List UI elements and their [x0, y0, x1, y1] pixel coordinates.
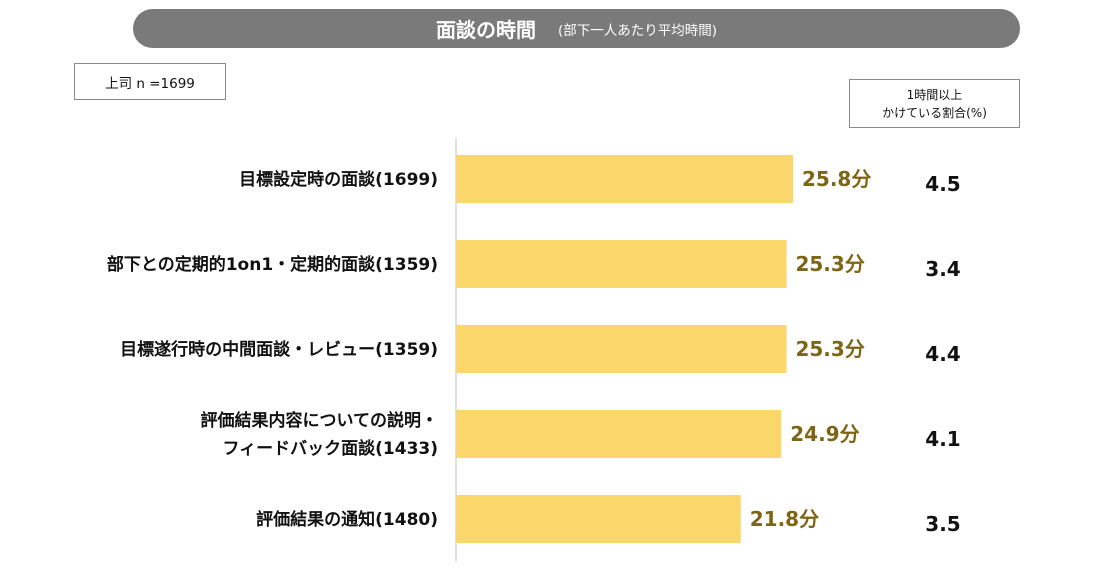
title-bar: 面談の時間 (部下一人あたり平均時間) [133, 9, 1020, 48]
bar [456, 325, 787, 373]
value-label: 25.8分 [802, 167, 871, 191]
category-label: 部下との定期的1on1・定期的面談(1359) [107, 254, 438, 275]
value-label: 25.3分 [795, 337, 864, 361]
ratio-label: 4.5 [925, 172, 960, 196]
category-label: 評価結果の通知(1480) [256, 509, 438, 530]
category-label: フィードバック面談(1433) [222, 438, 438, 459]
ratio-label: 3.5 [925, 512, 960, 536]
respondent-label: 上司 n =1699 [105, 75, 195, 92]
bar [456, 155, 793, 203]
chart-subtitle: (部下一人あたり平均時間) [557, 22, 718, 39]
ratio-header-box: 1時間以上 かけている割合(%) [849, 79, 1020, 128]
category-label: 評価結果内容についての説明・ [201, 410, 439, 431]
bar [456, 410, 782, 458]
value-label: 24.9分 [790, 422, 859, 446]
ratio-label: 4.1 [925, 427, 960, 451]
ratio-label: 3.4 [925, 257, 960, 281]
respondent-box: 上司 n =1699 [74, 63, 226, 100]
value-label: 25.3分 [795, 252, 864, 276]
bar [456, 495, 741, 543]
chart-title: 面談の時間 [435, 18, 536, 42]
category-label: 目標遂行時の中間面談・レビュー(1359) [120, 339, 438, 360]
ratio-header-line1: 1時間以上 [906, 87, 963, 102]
bar [456, 240, 787, 288]
value-label: 21.8分 [750, 507, 819, 531]
ratio-header-line2: かけている割合(%) [882, 105, 987, 120]
ratio-label: 4.4 [925, 342, 960, 366]
category-label: 目標設定時の面談(1699) [239, 169, 438, 190]
